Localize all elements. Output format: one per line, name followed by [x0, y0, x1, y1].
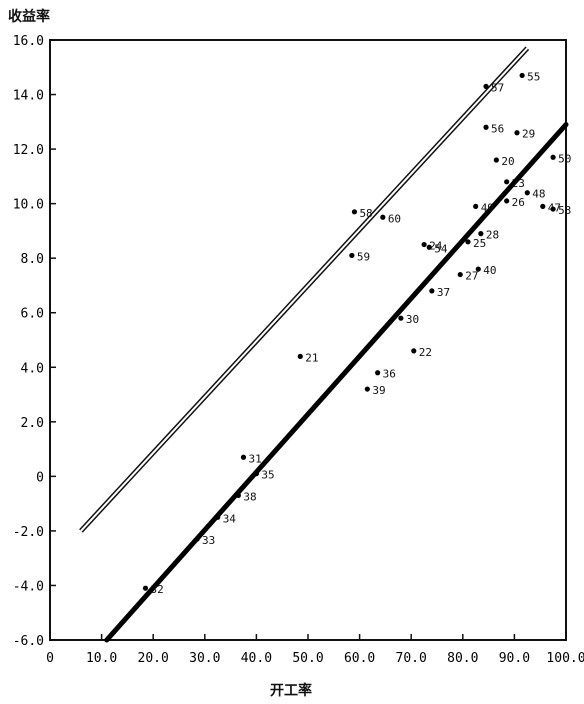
data-point: [483, 83, 489, 89]
plot-border: [49, 39, 567, 641]
y-tick-label: 0: [36, 470, 44, 485]
data-point: [504, 179, 510, 185]
x-tick-label: 80.0: [447, 651, 478, 666]
y-tick-label: 10.0: [13, 198, 44, 213]
data-point-label: 33: [202, 534, 215, 547]
data-point-label: 49: [481, 201, 494, 214]
data-point-label: 26: [512, 196, 525, 209]
data-point: [364, 386, 370, 392]
data-point: [465, 239, 471, 245]
data-point-label: 25: [473, 237, 486, 250]
data-point: [483, 124, 489, 130]
data-point-label: 59: [357, 250, 370, 263]
axes: 0 10.0 20.0 30.0 40.0 50.0 60.0 70.0 80.0 90.0 100…: [13, 34, 584, 666]
data-point-label: 39: [372, 384, 385, 397]
data-point-label: 31: [249, 452, 262, 465]
data-point: [550, 154, 556, 160]
data-point: [380, 214, 386, 220]
y-axis-title: 收益率: [8, 9, 50, 25]
y-tick-label: -4.0: [13, 579, 44, 594]
data-point: [351, 209, 358, 215]
y-tick-label: 2.0: [21, 416, 44, 431]
data-point: [473, 203, 479, 209]
data-point: [411, 348, 417, 354]
data-point-label: 28: [486, 229, 499, 242]
data-point: [493, 157, 499, 163]
data-point-label: 40: [483, 264, 496, 277]
x-tick-label: 60.0: [344, 651, 375, 666]
x-tick-label: 10.0: [86, 651, 117, 666]
data-point: [514, 130, 520, 136]
data-point: [297, 353, 303, 359]
y-tick-label: 6.0: [21, 307, 44, 322]
data-point: [398, 315, 404, 321]
data-point: [550, 206, 556, 212]
data-point-label: 21: [305, 351, 318, 364]
x-tick-label: 90.0: [499, 651, 530, 666]
data-point-label: 60: [388, 212, 401, 225]
regression-line: [104, 122, 569, 643]
y-tick-label: 12.0: [13, 143, 44, 158]
data-point-label: 37: [437, 286, 450, 299]
data-point: [253, 471, 259, 477]
data-point-label: 23: [512, 177, 525, 190]
data-point-label: 56: [491, 122, 504, 135]
x-tick-label: 70.0: [396, 651, 427, 666]
data-point-label: 29: [522, 128, 535, 141]
data-points: 5755562920502348492647535860282454255927…: [142, 70, 571, 596]
x-tick-label: 100.0: [546, 651, 584, 666]
data-point: [524, 190, 530, 196]
y-tick-label: -2.0: [13, 525, 44, 540]
data-point-label: 24: [429, 240, 443, 253]
data-point: [240, 454, 247, 460]
data-point-label: 27: [465, 270, 478, 283]
x-tick-label: 20.0: [138, 651, 169, 666]
x-tick-label: 30.0: [189, 651, 220, 666]
data-point: [194, 536, 200, 542]
data-point-label: 38: [243, 490, 256, 503]
data-point: [215, 514, 221, 520]
data-point-label: 35: [261, 469, 274, 482]
data-point: [426, 244, 432, 250]
y-tick-label: 16.0: [13, 34, 44, 49]
y-tick-label: -6.0: [13, 634, 44, 649]
data-point-label: 55: [527, 70, 540, 83]
data-point: [504, 198, 510, 204]
y-tick-label: 14.0: [13, 89, 44, 104]
data-point: [429, 288, 435, 294]
data-point-label: 30: [406, 313, 419, 326]
y-tick-label: 8.0: [21, 252, 44, 267]
data-point-label: 22: [419, 346, 432, 359]
data-point: [540, 203, 546, 209]
data-point: [142, 585, 149, 591]
data-point: [235, 492, 241, 499]
data-point: [519, 72, 525, 79]
x-axis-title: 开工率: [270, 683, 312, 699]
trend-lines: [79, 46, 569, 643]
data-point-label: 57: [491, 81, 504, 94]
data-point: [457, 271, 463, 278]
data-point-label: 48: [532, 188, 545, 201]
data-point-label: 20: [501, 155, 514, 168]
data-point: [375, 370, 381, 376]
data-point-label: 34: [223, 512, 237, 525]
data-point-label: 36: [383, 368, 396, 381]
data-point: [421, 241, 427, 248]
data-point-label: 58: [359, 207, 372, 220]
data-point: [349, 252, 355, 259]
data-point-label: 50: [558, 152, 571, 165]
data-point-label: 32: [150, 583, 163, 596]
plot-frame: [49, 39, 567, 641]
y-tick-label: 4.0: [21, 361, 44, 376]
reference-line-inner: [80, 47, 529, 532]
data-point-label: 53: [558, 204, 571, 217]
data-point: [478, 231, 484, 237]
x-tick-label: 0: [46, 651, 54, 666]
x-tick-label: 50.0: [292, 651, 323, 666]
x-tick-label: 40.0: [241, 651, 272, 666]
data-point: [475, 266, 481, 272]
data-point-label: 54: [434, 242, 448, 255]
